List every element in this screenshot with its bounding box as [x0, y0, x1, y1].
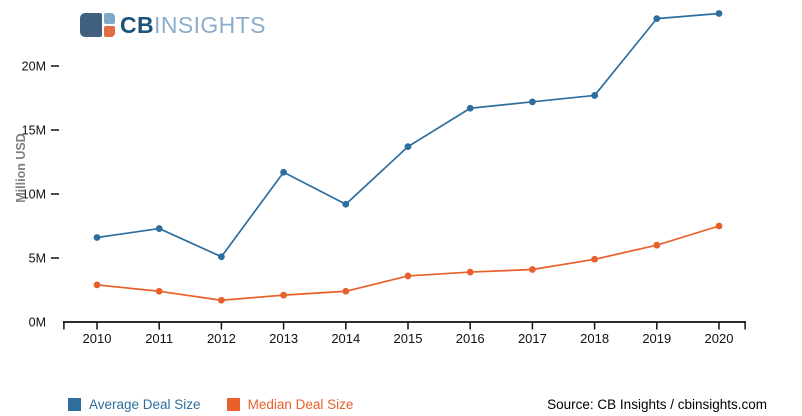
x-axis-tick-label: 2018 — [580, 331, 609, 346]
x-axis-tick-label: 2020 — [705, 331, 734, 346]
x-axis-tick-label: 2019 — [642, 331, 671, 346]
x-axis-tick-label: 2010 — [83, 331, 112, 346]
x-axis-tick-label: 2013 — [269, 331, 298, 346]
legend-item-average-deal-size[interactable]: Average Deal Size — [68, 397, 201, 412]
data-point-median-deal-size-2020 — [715, 222, 723, 230]
data-point-average-deal-size-2015 — [404, 143, 412, 151]
chart-legend: Average Deal Size Median Deal Size — [68, 397, 353, 412]
data-point-median-deal-size-2019 — [653, 241, 661, 249]
data-point-average-deal-size-2019 — [653, 15, 661, 23]
logo-square-orange — [104, 26, 115, 37]
data-point-average-deal-size-2018 — [591, 92, 598, 99]
logo-square-lightblue — [104, 13, 115, 24]
x-axis-tick-label: 2015 — [394, 331, 423, 346]
data-point-average-deal-size-2016 — [466, 104, 474, 112]
y-axis-tick-label: 20M — [22, 60, 46, 74]
x-axis-tick-label: 2012 — [207, 331, 236, 346]
x-axis-tick-label: 2017 — [518, 331, 547, 346]
x-axis-tick-label: 2011 — [145, 331, 173, 346]
logo-square-dark — [80, 13, 102, 37]
legend-swatch-average — [68, 398, 81, 411]
data-point-average-deal-size-2017 — [529, 98, 536, 106]
x-axis-tick-label: 2016 — [456, 331, 485, 346]
y-axis-tick-label: 5M — [29, 252, 46, 266]
y-axis-title: Million USD — [14, 133, 28, 203]
cbinsights-logo-icon — [80, 13, 115, 37]
data-point-median-deal-size-2013 — [280, 291, 287, 299]
logo-text-cb: CB — [120, 12, 155, 38]
legend-label-median: Median Deal Size — [247, 397, 354, 412]
data-point-average-deal-size-2010 — [93, 234, 101, 241]
data-point-average-deal-size-2020 — [715, 10, 723, 17]
deal-size-line-chart: 0M 5M 10M 15M 20M 2010 2011 2012 2013 2014 2015 201… — [22, 10, 746, 346]
data-point-median-deal-size-2018 — [591, 255, 598, 263]
y-axis-tick-label: 10M — [22, 188, 46, 202]
data-point-median-deal-size-2017 — [529, 266, 536, 273]
data-point-median-deal-size-2012 — [218, 296, 225, 304]
data-point-median-deal-size-2014 — [342, 287, 350, 295]
data-point-average-deal-size-2011 — [155, 225, 163, 232]
series-line-median-deal-size — [96, 225, 720, 302]
data-point-average-deal-size-2014 — [342, 200, 350, 208]
logo-text: CBINSIGHTS — [120, 13, 266, 37]
y-axis-tick-label: 0M — [29, 316, 46, 330]
legend-item-median-deal-size[interactable]: Median Deal Size — [226, 397, 354, 412]
legend-label-average: Average Deal Size — [89, 397, 201, 412]
data-point-median-deal-size-2010 — [93, 281, 101, 289]
source-attribution: Source: CB Insights / cbinsights.com — [547, 397, 767, 412]
x-axis-tick-label: 2014 — [331, 331, 360, 346]
series-line-average-deal-size — [96, 12, 720, 258]
data-point-median-deal-size-2016 — [466, 268, 474, 276]
y-axis-tick-label: 15M — [22, 124, 46, 138]
data-point-median-deal-size-2011 — [155, 287, 163, 295]
data-point-average-deal-size-2012 — [218, 253, 225, 261]
legend-swatch-median — [226, 398, 240, 411]
data-point-median-deal-size-2015 — [404, 272, 412, 280]
data-point-average-deal-size-2013 — [280, 168, 287, 176]
logo-text-insights: INSIGHTS — [154, 12, 266, 38]
cbinsights-logo[interactable]: CBINSIGHTS — [80, 13, 266, 37]
